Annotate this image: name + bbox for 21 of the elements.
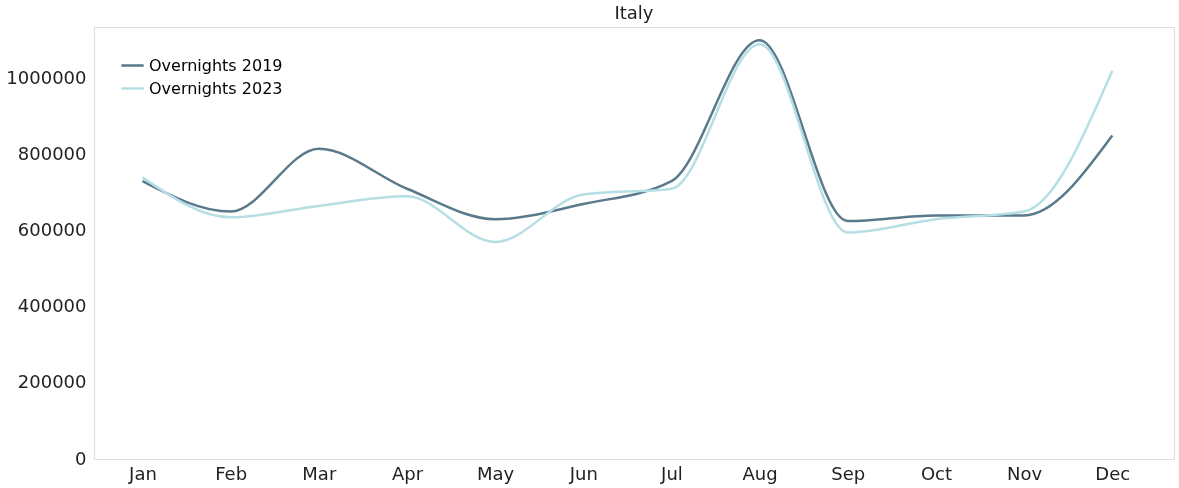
x-tick-label: May	[477, 462, 515, 484]
y-tick-label: 800000	[17, 143, 87, 165]
y-tick-label: 1000000	[6, 66, 87, 88]
x-tick-label: Dec	[1095, 462, 1131, 484]
y-tick-label: 200000	[17, 371, 87, 393]
legend-label: Overnights 2023	[149, 78, 283, 98]
y-tick-label: 600000	[17, 219, 87, 241]
chart-title: Italy	[614, 2, 654, 23]
x-tick-label: Feb	[215, 462, 248, 484]
y-tick-label: 400000	[17, 295, 87, 317]
x-tick-label: Jul	[660, 462, 683, 484]
x-tick-label: Apr	[391, 462, 424, 484]
x-tick-label: Sep	[831, 462, 866, 484]
x-tick-label: Jun	[568, 462, 598, 484]
x-tick-label: Nov	[1007, 462, 1043, 484]
y-tick-label: 0	[75, 447, 87, 469]
x-tick-label: Aug	[742, 462, 778, 484]
x-tick-label: Jan	[128, 462, 157, 484]
x-tick-label: Oct	[920, 462, 953, 484]
legend-label: Overnights 2019	[149, 55, 283, 75]
x-tick-label: Mar	[302, 462, 337, 484]
